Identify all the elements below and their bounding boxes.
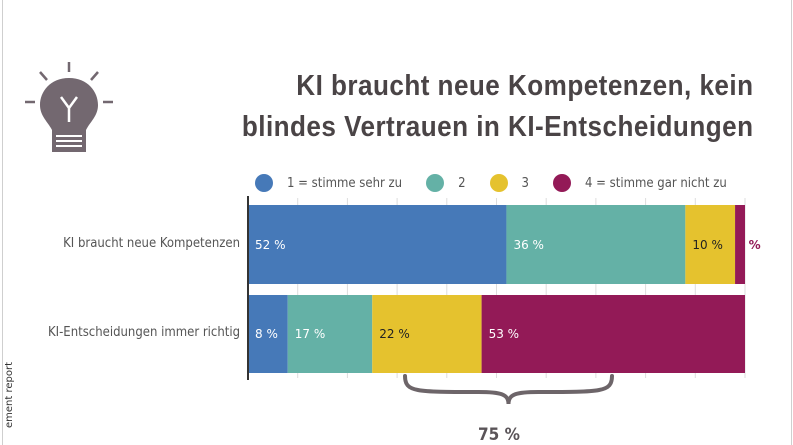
bar-segment <box>481 295 745 373</box>
legend-item: 1 = stimme sehr zu <box>255 174 402 192</box>
legend-swatch <box>489 174 508 192</box>
title-line-2: blindes Vertrauen in KI-Entscheidungen <box>241 111 753 143</box>
legend-item: 4 = stimme gar nicht zu <box>552 174 727 192</box>
data-label: 10 % <box>692 238 723 252</box>
chart-title: KI braucht neue Kompetenzen, kein blinde… <box>241 66 753 148</box>
data-label: 22 % <box>379 327 410 341</box>
data-label: 2 % <box>736 238 761 252</box>
legend-label: 3 <box>521 175 529 191</box>
legend-label: 1 = stimme sehr zu <box>287 175 403 191</box>
bar-segment <box>248 295 288 373</box>
category-label: KI braucht neue Kompetenzen <box>63 236 240 251</box>
legend-swatch <box>255 174 273 192</box>
legend-swatch <box>552 174 571 192</box>
data-label: 52 % <box>255 238 286 252</box>
data-label: 53 % <box>489 327 519 341</box>
legend-label: 4 = stimme gar nicht zu <box>584 175 727 191</box>
legend-swatch <box>426 174 445 192</box>
legend-item: 2 <box>426 174 466 192</box>
data-label: 17 % <box>295 327 326 341</box>
bar-segment <box>685 205 736 284</box>
side-text: ement report <box>4 362 15 429</box>
bar-segment <box>248 205 507 284</box>
bar-segment <box>506 205 686 284</box>
data-label: 36 % <box>513 238 544 252</box>
category-label: KI-Entscheidungen immer richtig <box>47 325 240 340</box>
legend: 1 = stimme sehr zu 2 3 4 = stimme gar ni… <box>255 174 751 192</box>
bar-segment <box>735 205 745 284</box>
data-label: 8 % <box>255 327 278 341</box>
legend-label: 2 <box>458 175 466 191</box>
annotation-label: 75 % <box>478 425 520 445</box>
legend-item: 3 <box>489 174 529 192</box>
bar-segment <box>287 295 373 373</box>
lightbulb-icon <box>25 62 113 152</box>
brace <box>403 374 614 405</box>
bar-segment <box>372 295 482 373</box>
title-line-1: KI braucht neue Kompetenzen, kein <box>295 70 753 102</box>
